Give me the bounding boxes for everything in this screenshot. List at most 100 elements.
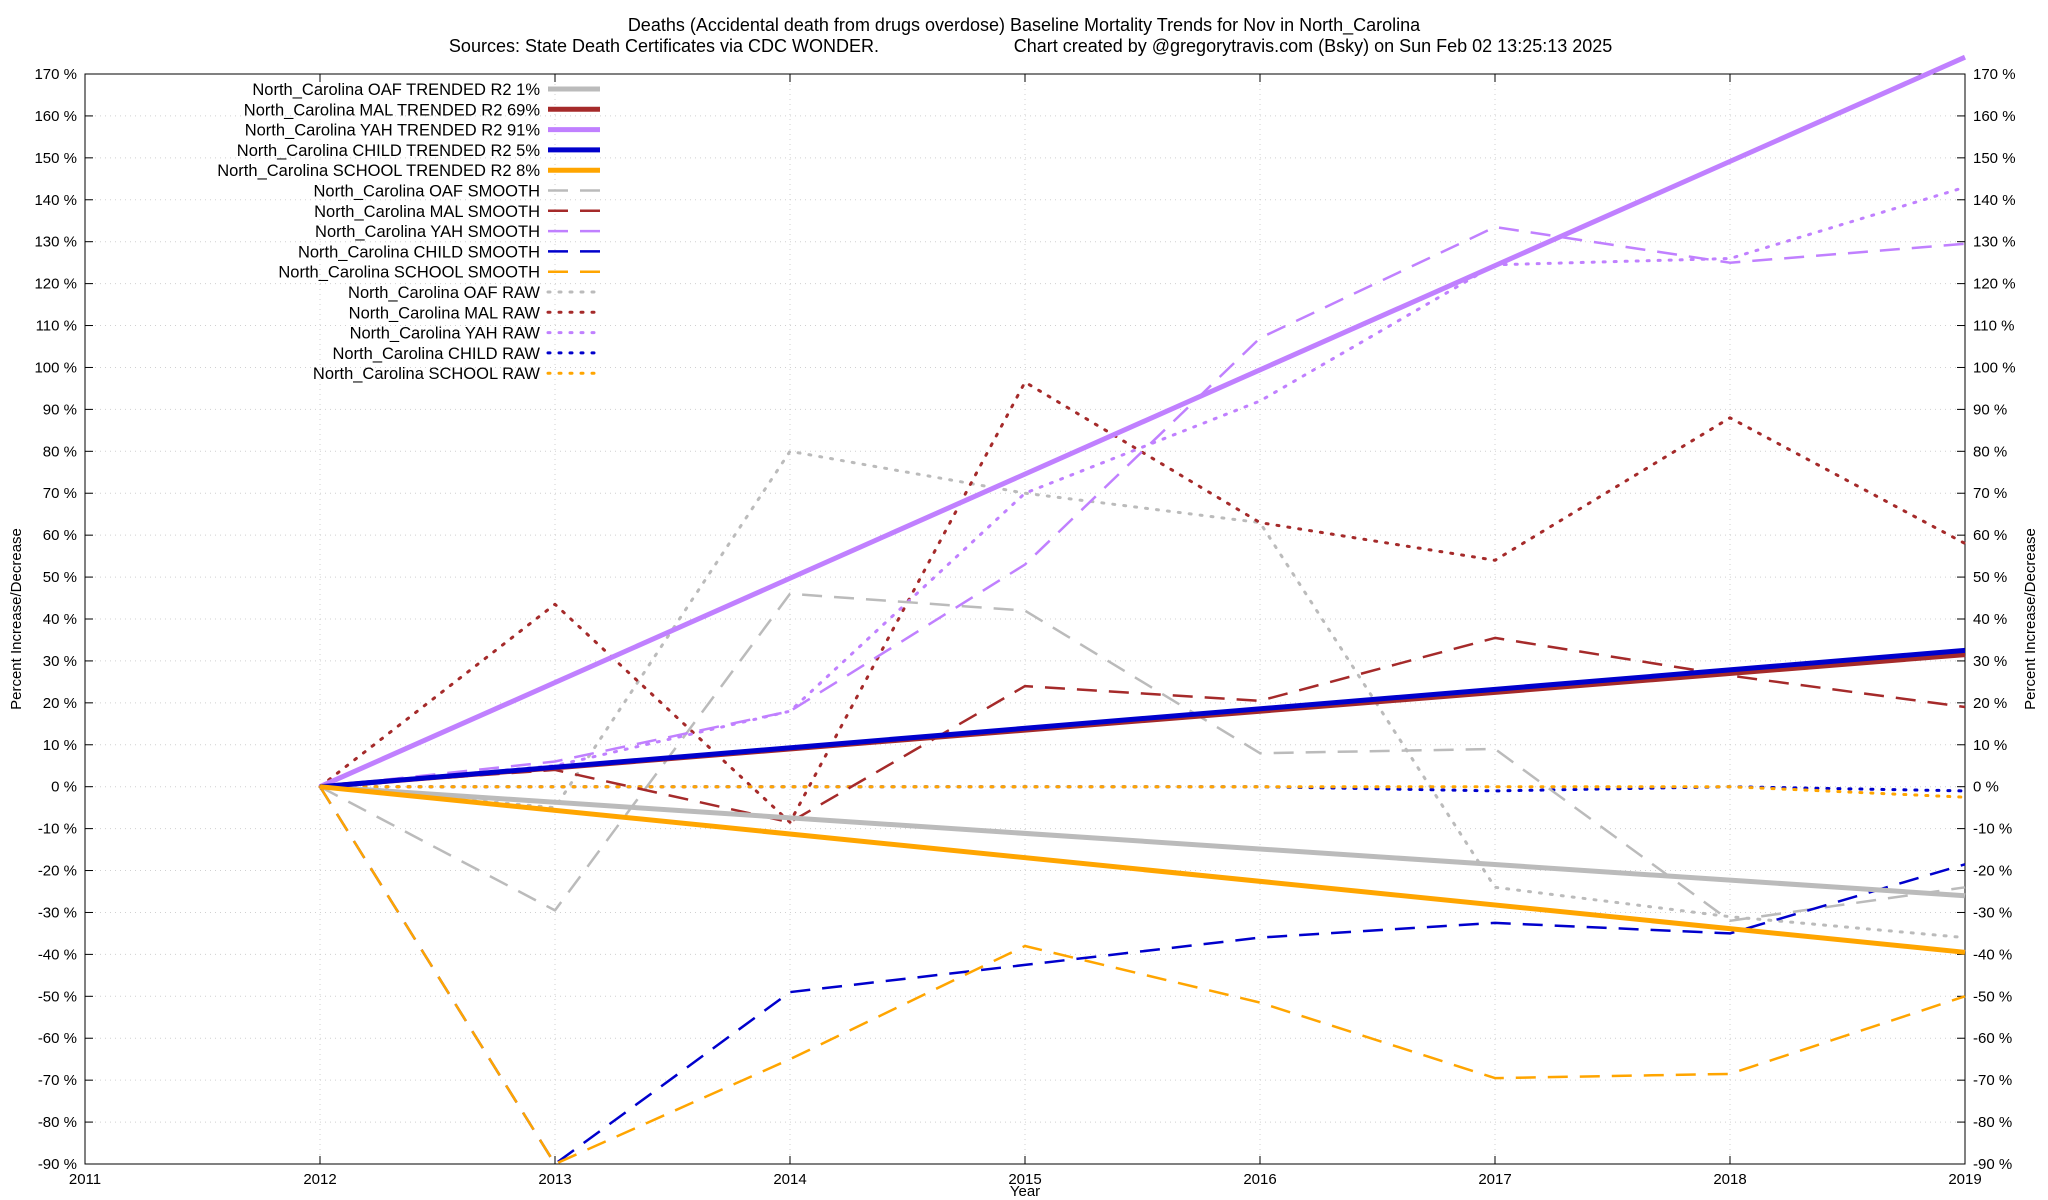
y-tick-label-right: 120 %	[1973, 276, 2016, 293]
y-tick-label-right: 110 %	[1973, 318, 2014, 335]
series-line-child-trended	[319, 647, 1966, 790]
y-tick-label-left: 140 %	[34, 192, 77, 209]
series-lines	[318, 54, 1967, 1166]
y-tick-label-left: 150 %	[34, 150, 77, 167]
y-tick-label-left: -70 %	[38, 1072, 77, 1089]
legend-label: North_Carolina CHILD SMOOTH	[298, 243, 540, 261]
chart-subtitle-credit: Chart created by @gregorytravis.com (Bsk…	[1014, 36, 1613, 56]
legend-label: North_Carolina OAF SMOOTH	[314, 183, 540, 201]
y-tick-label-left: 40 %	[43, 611, 77, 628]
y-tick-label-left: -50 %	[38, 988, 77, 1005]
series-line-school-smooth	[318, 786, 1966, 1166]
y-tick-label-left: 30 %	[43, 653, 77, 670]
y-tick-label-right: 80 %	[1973, 443, 2007, 460]
y-tick-label-left: 110 %	[36, 318, 77, 335]
legend-label: North_Carolina OAF RAW	[348, 284, 540, 302]
x-tick-label: 2013	[538, 1171, 571, 1188]
y-tick-label-left: -80 %	[38, 1114, 77, 1131]
x-tick-label: 2012	[303, 1171, 336, 1188]
y-tick-label-right: 30 %	[1973, 653, 2007, 670]
y-tick-label-right: -60 %	[1973, 1030, 2012, 1047]
y-tick-label-right: -30 %	[1973, 904, 2012, 921]
y-tick-label-left: 70 %	[43, 485, 77, 502]
y-tick-label-right: 150 %	[1973, 150, 2016, 167]
series-line-oaf-smooth	[319, 592, 1966, 923]
y-tick-label-left: -90 %	[38, 1156, 77, 1173]
legend-label: North_Carolina CHILD RAW	[332, 345, 540, 363]
x-tick-label: 2016	[1243, 1171, 1276, 1188]
chart-title: Deaths (Accidental death from drugs over…	[628, 15, 1421, 36]
x-tick-label: 2011	[69, 1171, 101, 1188]
y-tick-label-right: -40 %	[1973, 946, 2012, 963]
legend-label: North_Carolina MAL RAW	[349, 304, 541, 322]
y-tick-label-left: 10 %	[43, 737, 77, 754]
x-tick-label: 2017	[1478, 1171, 1511, 1188]
y-tick-label-right: -50 %	[1973, 988, 2012, 1005]
series-line-yah-smooth	[319, 225, 1966, 788]
y-tick-label-left: 50 %	[43, 569, 77, 586]
legend-label: North_Carolina SCHOOL RAW	[313, 365, 541, 383]
y-tick-label-left: 120 %	[34, 276, 77, 293]
y-tick-label-right: 170 %	[1973, 66, 2016, 83]
y-tick-label-left: 20 %	[43, 695, 77, 712]
series-line-oaf-trended	[319, 784, 1966, 899]
y-tick-label-left: -20 %	[38, 863, 77, 880]
x-tick-label: 2015	[1008, 1171, 1041, 1188]
x-axis-label: Year	[1010, 1183, 1040, 1200]
y-tick-label-right: 20 %	[1973, 695, 2007, 712]
y-tick-label-right: 40 %	[1973, 611, 2007, 628]
legend-label: North_Carolina SCHOOL TRENDED R2 8%	[217, 162, 540, 180]
legend-label: North_Carolina MAL SMOOTH	[314, 203, 540, 221]
y-tick-label-right: -10 %	[1973, 821, 2012, 838]
legend-label: North_Carolina YAH RAW	[350, 325, 541, 343]
y-tick-label-left: 80 %	[43, 443, 77, 460]
y-tick-label-left: 0 %	[51, 779, 77, 796]
legend-label: North_Carolina SCHOOL SMOOTH	[278, 264, 540, 282]
series-line-school-raw	[318, 785, 1967, 799]
series-line-mal-raw	[318, 380, 1967, 824]
y-tick-label-right: -20 %	[1973, 863, 2012, 880]
chart-subtitle-source: Sources: State Death Certificates via CD…	[449, 36, 879, 56]
y-tick-label-right: -70 %	[1973, 1072, 2012, 1089]
series-line-mal-smooth	[319, 636, 1966, 824]
series-line-yah-trended	[318, 54, 1967, 789]
y-tick-label-left: 130 %	[34, 234, 77, 251]
y-tick-label-right: -80 %	[1973, 1114, 2012, 1131]
x-tick-label: 2019	[1948, 1171, 1981, 1188]
legend-label: North_Carolina OAF TRENDED R2 1%	[252, 81, 540, 99]
y-tick-label-right: 130 %	[1973, 234, 2016, 251]
y-tick-label-right: 0 %	[1973, 779, 1999, 796]
series-line-oaf-raw	[318, 449, 1967, 940]
legend-label: North_Carolina CHILD TRENDED R2 5%	[237, 142, 541, 160]
y-tick-label-left: 90 %	[43, 401, 77, 418]
series-line-yah-raw	[318, 185, 1967, 789]
y-tick-label-left: -30 %	[38, 904, 77, 921]
y-tick-label-right: 50 %	[1973, 569, 2007, 586]
y-tick-label-right: -90 %	[1973, 1156, 2012, 1173]
y-tick-label-left: -60 %	[38, 1030, 77, 1047]
y-tick-label-left: 170 %	[34, 66, 77, 83]
y-tick-label-right: 60 %	[1973, 527, 2007, 544]
y-tick-label-left: 60 %	[43, 527, 77, 544]
legend-label: North_Carolina YAH TRENDED R2 91%	[245, 122, 541, 140]
y-axis-label-right: Percent Increase/Decrease	[2022, 528, 2039, 710]
y-tick-label-left: -40 %	[38, 946, 77, 963]
x-tick-label: 2014	[773, 1171, 806, 1188]
y-tick-label-right: 140 %	[1973, 192, 2016, 209]
y-tick-label-right: 90 %	[1973, 401, 2007, 418]
series-line-child-smooth	[318, 786, 1966, 1166]
y-tick-label-left: 160 %	[34, 108, 77, 125]
y-tick-label-right: 10 %	[1973, 737, 2007, 754]
y-tick-label-right: 70 %	[1973, 485, 2007, 502]
legend-label: North_Carolina MAL TRENDED R2 69%	[244, 101, 541, 119]
x-tick-label: 2018	[1713, 1171, 1746, 1188]
legend-label: North_Carolina YAH SMOOTH	[315, 223, 540, 241]
y-axis-label-left: Percent Increase/Decrease	[8, 528, 25, 710]
y-tick-label-right: 160 %	[1973, 108, 2016, 125]
y-tick-label-left: 100 %	[34, 359, 77, 376]
legend: North_Carolina OAF TRENDED R2 1% North_Ca…	[217, 81, 602, 383]
y-tick-label-left: -10 %	[38, 821, 77, 838]
y-tick-label-right: 100 %	[1973, 359, 2016, 376]
